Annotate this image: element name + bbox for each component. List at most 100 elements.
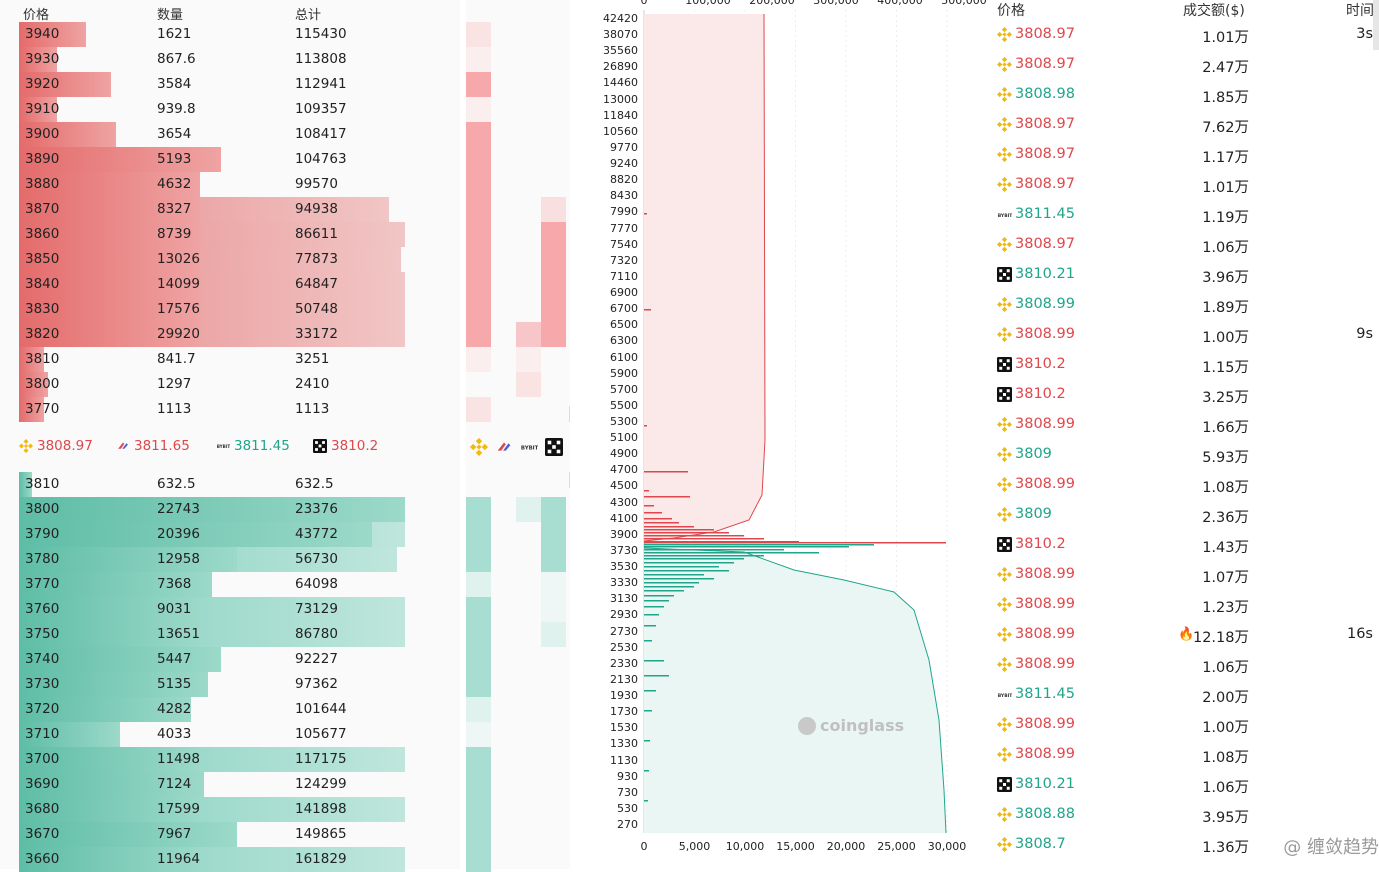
ask-row[interactable]: 3840 14099 64847 [19,272,439,297]
bid-row[interactable]: 3730 5135 97362 [19,672,439,697]
trade-row[interactable]: 3809 5.93万 [990,440,1379,470]
bid-price: 3740 [25,651,60,667]
qty-depth-bar [19,347,45,372]
exchange-price-1[interactable]: 3811.65 [116,438,190,454]
bid-level-bar [644,595,674,597]
trade-row[interactable]: 3808.99 1.66万 [990,410,1379,440]
trade-row[interactable]: 3808.99 🔥 12.18万 16s [990,620,1379,650]
trade-row[interactable]: 3808.97 1.01万 3s [990,20,1379,50]
ask-row[interactable]: 3830 17576 50748 [19,297,439,322]
trade-price: 3808.88 [1015,806,1075,822]
trade-row[interactable]: BYBIT 3811.45 2.00万 [990,680,1379,710]
ask-row[interactable]: 3900 3654 108417 [19,122,439,147]
ask-row[interactable]: 3770 1113 1113 [19,397,439,422]
trade-row[interactable]: 3808.97 2.47万 [990,50,1379,80]
heat-cell [466,47,491,72]
trade-row[interactable]: 3808.88 3.95万 [990,800,1379,830]
trade-row[interactable]: 3808.98 1.85万 [990,80,1379,110]
trade-row[interactable]: 3808.99 1.23万 [990,590,1379,620]
ask-row[interactable]: 3930 867.6 113808 [19,47,439,72]
trade-row[interactable]: 3808.97 1.01万 [990,170,1379,200]
bid-row[interactable]: 3810 632.5 632.5 [19,472,439,497]
trade-row[interactable]: 3810.2 1.15万 [990,350,1379,380]
trade-row[interactable]: 3810.2 3.25万 [990,380,1379,410]
trade-row[interactable]: BYBIT 3811.45 1.19万 [990,200,1379,230]
trade-row[interactable]: 3808.99 1.89万 [990,290,1379,320]
exchange-price-2[interactable]: BYBIT 3811.45 [216,438,290,454]
trade-amount: 3.95万 [1202,810,1249,826]
bid-row[interactable]: 3800 22743 23376 [19,497,439,522]
ask-row[interactable]: 3870 8327 94938 [19,197,439,222]
trade-row[interactable]: 3810.21 3.96万 [990,260,1379,290]
bid-total: 23376 [295,501,338,517]
heat-cell [466,597,491,622]
bid-level-bar [644,570,729,572]
ask-row[interactable]: 3880 4632 99570 [19,172,439,197]
bid-row[interactable]: 3750 13651 86780 [19,622,439,647]
depth-y-label: 6500 [610,318,638,332]
ask-total: 77873 [295,251,338,267]
ask-price: 3900 [25,126,60,142]
ask-row[interactable]: 3860 8739 86611 [19,222,439,247]
trade-row[interactable]: 3808.99 1.08万 [990,740,1379,770]
bid-row[interactable]: 3770 7368 64098 [19,572,439,597]
binance-icon [996,806,1013,823]
trade-row[interactable]: 3808.97 1.17万 [990,140,1379,170]
heat-cell [466,697,491,722]
trade-amount: 1.23万 [1202,600,1249,616]
bid-row[interactable]: 3790 20396 43772 [19,522,439,547]
qty-depth-bar [19,547,238,572]
depth-y-label: 2930 [610,608,638,622]
ask-row[interactable]: 3910 939.8 109357 [19,97,439,122]
ask-row[interactable]: 3940 1621 115430 [19,22,439,47]
okx-icon [997,537,1012,552]
bid-row[interactable]: 3660 11964 161829 [19,847,439,872]
trade-row[interactable]: 3808.97 1.06万 [990,230,1379,260]
heat-cell [541,247,566,272]
trade-row[interactable]: 3808.99 1.00万 [990,710,1379,740]
qty-depth-bar [19,672,208,697]
bid-row[interactable]: 3700 11498 117175 [19,747,439,772]
bybit-icon: BYBIT [520,438,539,456]
bid-row[interactable]: 3760 9031 73129 [19,597,439,622]
ask-level-bar [644,496,690,498]
exchange-price-value: 3811.65 [134,438,190,454]
ask-row[interactable]: 3890 5193 104763 [19,147,439,172]
bid-row[interactable]: 3690 7124 124299 [19,772,439,797]
bid-row[interactable]: 3740 5447 92227 [19,647,439,672]
qty-depth-bar [19,622,200,647]
trade-row[interactable]: 3808.99 1.08万 [990,470,1379,500]
trade-row[interactable]: 3808.99 1.06万 [990,650,1379,680]
ask-qty: 1297 [157,376,192,392]
qty-depth-bar [19,122,116,147]
ask-level-bar [644,518,672,520]
heat-cell [466,72,491,97]
trade-row[interactable]: 3808.99 1.00万 9s [990,320,1379,350]
trade-price: 3809 [1015,446,1052,462]
bid-level-bar [644,770,649,772]
trade-row[interactable]: 3808.97 7.62万 [990,110,1379,140]
heat-cell [541,222,566,247]
bid-row[interactable]: 3710 4033 105677 [19,722,439,747]
trade-row[interactable]: 3810.21 1.06万 [990,770,1379,800]
bid-row[interactable]: 3780 12958 56730 [19,547,439,572]
depth-y-label: 35560 [603,44,638,58]
ask-row[interactable]: 3820 29920 33172 [19,322,439,347]
heat-cell [516,322,541,347]
exchange-price-3[interactable]: 3810.2 [313,438,378,454]
trade-row[interactable]: 3808.7 1.36万 [990,830,1379,860]
ask-price: 3830 [25,301,60,317]
ask-row[interactable]: 3850 13026 77873 [19,247,439,272]
ask-row[interactable]: 3920 3584 112941 [19,72,439,97]
bid-row[interactable]: 3680 17599 141898 [19,797,439,822]
bid-row[interactable]: 3720 4282 101644 [19,697,439,722]
trade-row[interactable]: 3810.2 1.43万 [990,530,1379,560]
trade-row[interactable]: 3808.99 1.07万 [990,560,1379,590]
liquidity-heat-strip: BYBIT [466,0,573,872]
trades-scrollbar[interactable] [1373,0,1379,50]
ask-row[interactable]: 3810 841.7 3251 [19,347,439,372]
bid-row[interactable]: 3670 7967 149865 [19,822,439,847]
trade-row[interactable]: 3809 2.36万 [990,500,1379,530]
ask-row[interactable]: 3800 1297 2410 [19,372,439,397]
exchange-price-0[interactable]: 3808.97 [18,438,93,454]
